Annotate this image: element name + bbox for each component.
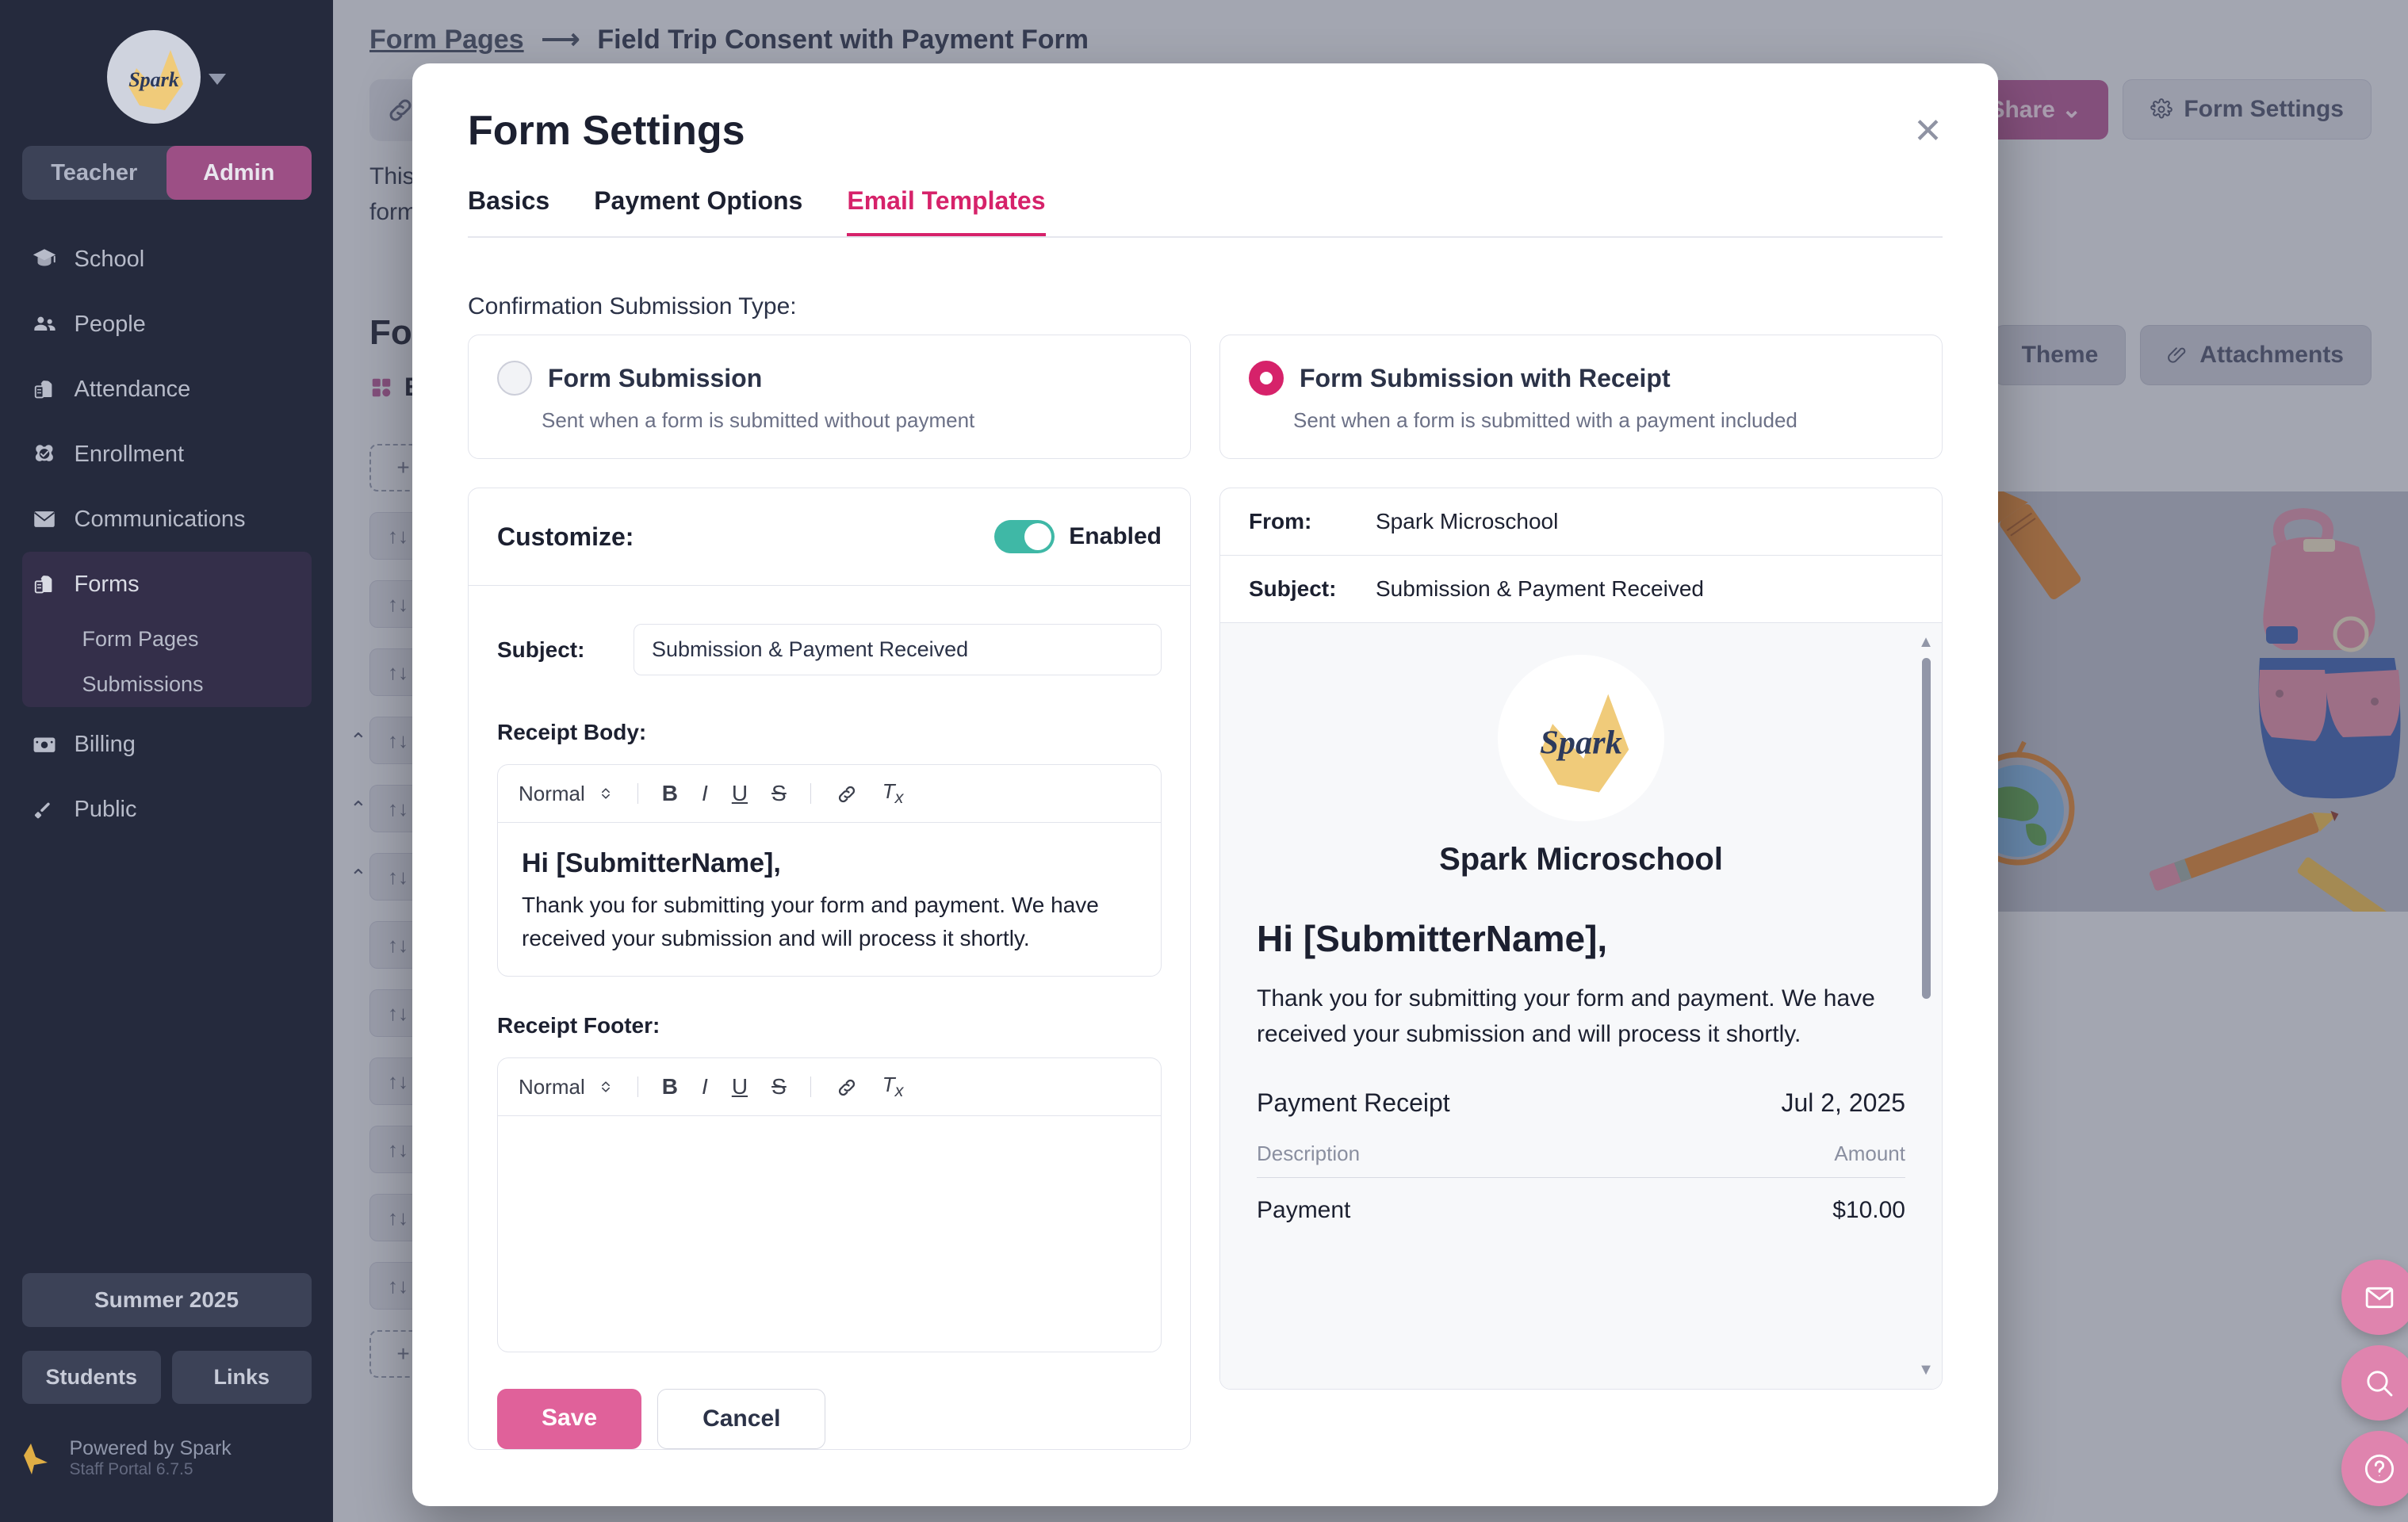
svg-text:Spark: Spark: [128, 68, 179, 91]
svg-text:Spark: Spark: [1540, 725, 1622, 762]
